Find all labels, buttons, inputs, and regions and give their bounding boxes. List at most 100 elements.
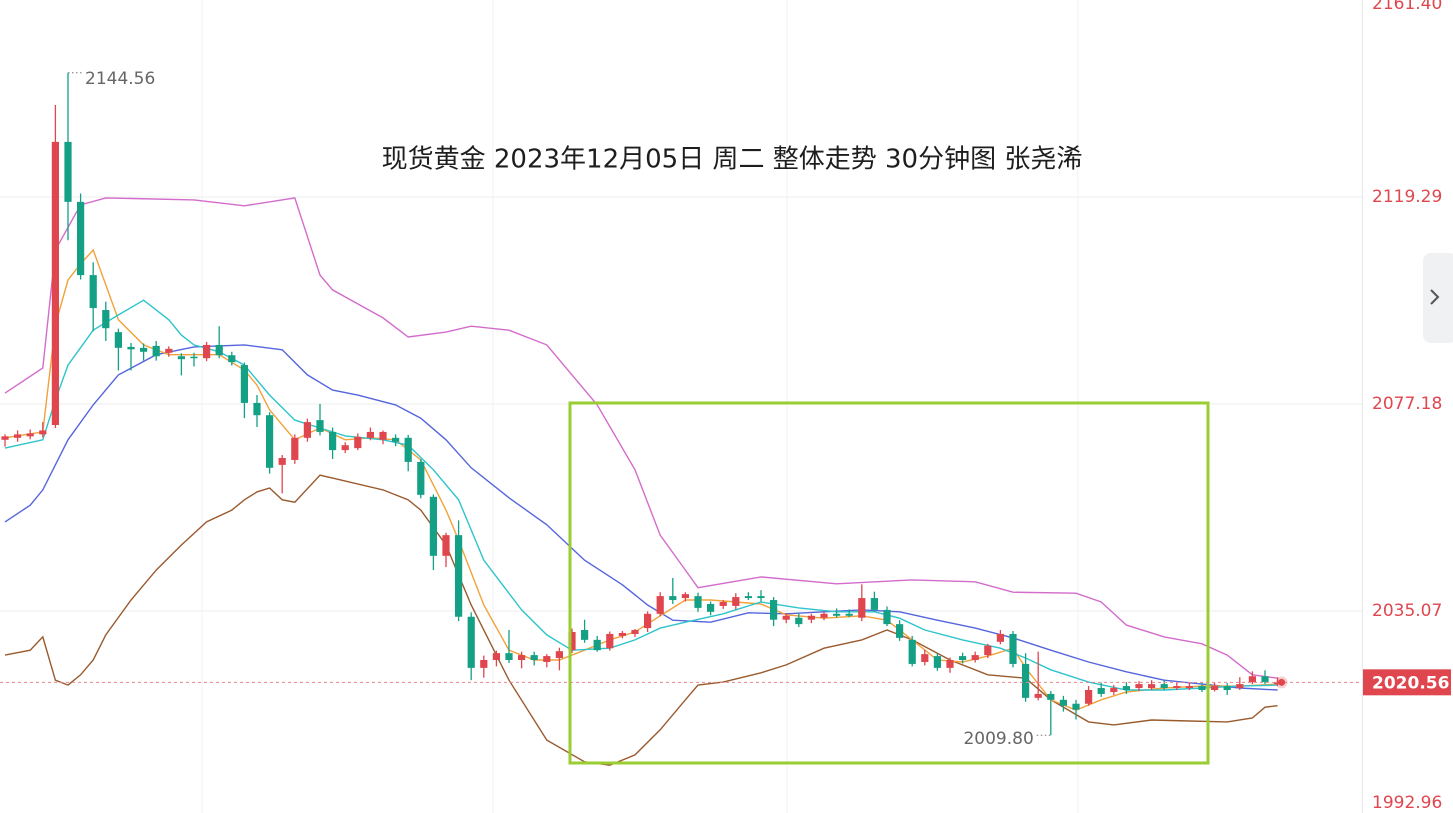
candle-body xyxy=(1122,686,1130,690)
candle-body xyxy=(467,616,475,668)
candle-body xyxy=(455,535,463,617)
candle-body xyxy=(152,345,160,357)
candle-body xyxy=(203,344,211,359)
candle-body xyxy=(631,630,639,634)
candle-body xyxy=(518,655,526,661)
candle-body xyxy=(757,596,765,599)
last-price-label: 2020.56 xyxy=(1372,673,1449,693)
y-tick-label: 2077.18 xyxy=(1372,394,1442,414)
candle-body xyxy=(165,348,173,353)
candle-body xyxy=(1223,686,1231,690)
candle-body xyxy=(1185,686,1193,689)
candle-body xyxy=(996,633,1004,642)
candle-body xyxy=(606,633,614,649)
candle-body xyxy=(1034,693,1042,698)
candle-body xyxy=(329,431,337,451)
candle-body xyxy=(732,597,740,606)
candle-body xyxy=(354,436,362,449)
time-grid xyxy=(201,0,1079,813)
candle-body xyxy=(64,141,72,202)
candle-body xyxy=(505,653,513,661)
candle-body xyxy=(959,656,967,661)
candle-body xyxy=(417,461,425,495)
candle-body xyxy=(291,437,299,460)
candle-body xyxy=(744,596,752,599)
candle-body xyxy=(303,422,311,438)
candle-body xyxy=(883,609,891,625)
indicator-line xyxy=(4,474,1278,766)
candle-body xyxy=(833,613,841,616)
y-tick-label: 2161.40 xyxy=(1372,0,1442,14)
candle-body xyxy=(694,596,702,608)
y-tick-label: 2035.07 xyxy=(1372,601,1442,621)
last-price-dot xyxy=(1278,678,1286,686)
candle-body xyxy=(795,617,803,625)
candle-body xyxy=(392,437,400,442)
candle-body xyxy=(26,433,34,437)
candle-body xyxy=(568,631,576,651)
candle-body xyxy=(1135,684,1143,689)
candle-body xyxy=(669,596,677,601)
candle-body xyxy=(366,431,374,438)
scroll-button[interactable] xyxy=(1423,253,1453,343)
candle-body xyxy=(341,445,349,451)
candle-body xyxy=(1236,684,1244,689)
candle-body xyxy=(782,615,790,620)
overlays: 2144.56 2009.80 xyxy=(0,69,1362,749)
last-price-box xyxy=(1363,669,1451,696)
candle-body xyxy=(140,347,148,352)
indicator-line xyxy=(4,197,1278,679)
candle-body xyxy=(921,654,929,662)
candle-body xyxy=(896,624,904,638)
candle-body xyxy=(543,656,551,662)
indicator-line xyxy=(4,299,1278,691)
candle-body xyxy=(555,651,563,659)
candle-body xyxy=(190,356,198,359)
candle-body xyxy=(492,653,500,661)
candle-body xyxy=(870,598,878,610)
candle-body xyxy=(1148,684,1156,689)
candle-body xyxy=(807,615,815,620)
price-grid xyxy=(0,196,1362,612)
candle-body xyxy=(51,141,59,426)
indicator-lines xyxy=(4,197,1278,766)
candle-body xyxy=(1160,684,1168,689)
candle-body xyxy=(1022,663,1030,698)
y-tick-label: 1992.96 xyxy=(1372,793,1442,813)
candle-body xyxy=(379,431,387,440)
candle-body xyxy=(480,660,488,668)
candle-body xyxy=(971,655,979,661)
chart-title: 现货黄金 2023年12月05日 周二 整体走势 30分钟图 张尧浠 xyxy=(382,145,1083,175)
candle-body xyxy=(581,630,589,640)
candle-body xyxy=(404,437,412,462)
annotation-label: 2144.56 xyxy=(85,69,155,89)
candle-body xyxy=(908,639,916,664)
candle-body xyxy=(946,660,954,668)
price-axis: 2161.40 2119.29 2077.18 2035.07 1992.96 2020.… xyxy=(1363,0,1451,813)
candle-body xyxy=(820,613,828,618)
candle-body xyxy=(593,639,601,651)
chevron-icon[interactable] xyxy=(1430,289,1440,305)
candle-body xyxy=(1248,676,1256,683)
candle-body xyxy=(253,402,261,416)
y-tick-label: 2119.29 xyxy=(1372,187,1442,207)
candle-body xyxy=(228,355,236,363)
candle-body xyxy=(719,602,727,606)
candle-body xyxy=(1274,682,1282,685)
candle-body xyxy=(644,613,652,629)
candle-body xyxy=(177,356,185,360)
candle-body xyxy=(1211,686,1219,690)
indicator-line xyxy=(4,344,1278,691)
candle-body xyxy=(858,598,866,618)
candle-body xyxy=(39,430,47,435)
candle-body xyxy=(89,275,97,309)
candle-body xyxy=(1059,699,1067,706)
candle-body xyxy=(114,332,122,348)
candle-body xyxy=(845,613,853,616)
candle-body xyxy=(1047,693,1055,700)
candle-body xyxy=(1,436,9,440)
candle-body xyxy=(316,420,324,432)
candle-body xyxy=(102,310,110,329)
candle-body xyxy=(707,603,715,612)
